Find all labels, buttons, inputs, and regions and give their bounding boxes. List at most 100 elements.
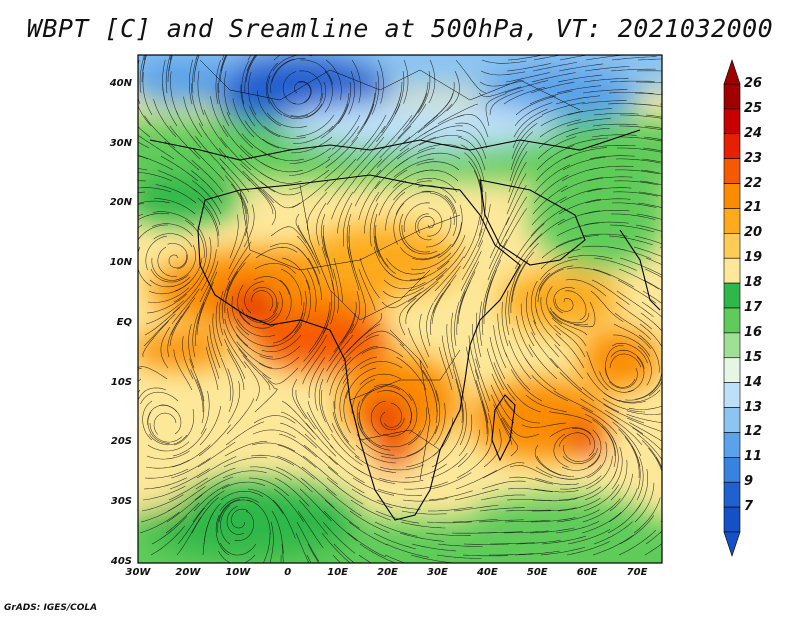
streamline — [534, 164, 571, 193]
lon-tick-label: 20E — [377, 567, 398, 578]
streamline — [586, 351, 609, 391]
streamline — [639, 323, 662, 348]
streamline — [322, 235, 334, 280]
streamline — [638, 191, 662, 197]
streamline — [259, 345, 301, 360]
streamline — [146, 293, 187, 314]
streamline — [555, 95, 601, 105]
streamline — [321, 246, 334, 291]
streamline — [306, 268, 317, 313]
streamline — [394, 70, 405, 115]
streamline — [145, 459, 190, 469]
streamline — [141, 55, 147, 83]
streamline — [551, 317, 587, 347]
streamline — [404, 463, 447, 479]
streamline — [375, 510, 420, 524]
streamline — [149, 276, 191, 288]
streamline — [401, 510, 447, 515]
streamline — [417, 216, 435, 234]
colorbar-swatch — [723, 233, 741, 259]
streamline — [282, 301, 305, 340]
streamline — [365, 330, 405, 347]
streamline — [573, 301, 596, 328]
streamline — [150, 268, 189, 283]
colorbar-tick-label: 22 — [744, 175, 763, 191]
streamline — [636, 456, 644, 501]
streamline — [451, 204, 463, 248]
streamline — [491, 394, 514, 435]
streamline — [323, 224, 332, 269]
streamline — [593, 257, 637, 271]
streamline — [157, 170, 198, 193]
streamline — [302, 345, 327, 385]
streamline — [169, 468, 210, 490]
streamline — [564, 290, 587, 321]
streamline — [253, 276, 290, 295]
streamline — [504, 80, 549, 94]
streamline — [248, 71, 257, 116]
streamline — [664, 203, 706, 217]
streamline — [661, 510, 662, 511]
streamline — [295, 532, 310, 563]
streamline — [605, 345, 624, 380]
streamline — [660, 520, 662, 523]
streamline — [351, 378, 376, 414]
streamline — [510, 269, 522, 314]
streamline — [455, 122, 488, 149]
streamline — [453, 504, 499, 512]
streamline — [539, 258, 579, 281]
streamline — [539, 119, 581, 138]
streamline — [143, 55, 146, 61]
streamline — [431, 434, 462, 468]
streamline — [466, 346, 479, 391]
streamline — [643, 136, 662, 140]
streamline — [249, 466, 292, 481]
streamline — [377, 488, 423, 496]
streamline — [637, 202, 662, 209]
streamline — [587, 176, 633, 182]
streamline — [613, 334, 651, 357]
colorbar-swatch — [723, 382, 741, 408]
streamline — [273, 488, 304, 523]
streamline — [402, 92, 428, 131]
streamline — [488, 228, 509, 270]
streamline — [371, 70, 380, 115]
streamline — [138, 200, 171, 204]
streamline — [399, 532, 444, 542]
streamline — [493, 362, 517, 402]
streamline — [251, 290, 274, 312]
streamline — [314, 367, 325, 411]
streamline — [222, 125, 253, 160]
colorbar-arrow-top — [723, 59, 741, 85]
streamline — [356, 433, 395, 456]
streamline — [607, 246, 652, 259]
streamline — [385, 257, 425, 275]
streamline — [534, 477, 579, 485]
streamline — [540, 249, 581, 270]
streamline — [592, 419, 616, 457]
streamline — [473, 170, 482, 215]
streamline — [548, 411, 593, 424]
streamline — [375, 147, 410, 178]
map-title: WBPT [C] and Sreamline at 500hPa, VT: 20… — [26, 14, 774, 43]
streamline — [139, 511, 180, 534]
streamline — [343, 334, 380, 361]
streamline — [152, 211, 195, 226]
streamline — [347, 532, 386, 558]
streamline — [619, 125, 662, 131]
streamline — [591, 134, 637, 138]
streamline — [410, 554, 456, 563]
streamline — [227, 241, 252, 281]
streamline — [558, 432, 591, 447]
streamline — [561, 454, 601, 471]
streamline — [491, 373, 516, 413]
streamline — [640, 312, 662, 332]
lat-tick-label: 20N — [109, 197, 132, 209]
streamline — [604, 367, 636, 388]
streamline — [669, 291, 704, 319]
streamline — [601, 426, 616, 468]
streamline — [201, 236, 212, 281]
streamline — [634, 235, 662, 245]
streamline — [299, 488, 332, 522]
